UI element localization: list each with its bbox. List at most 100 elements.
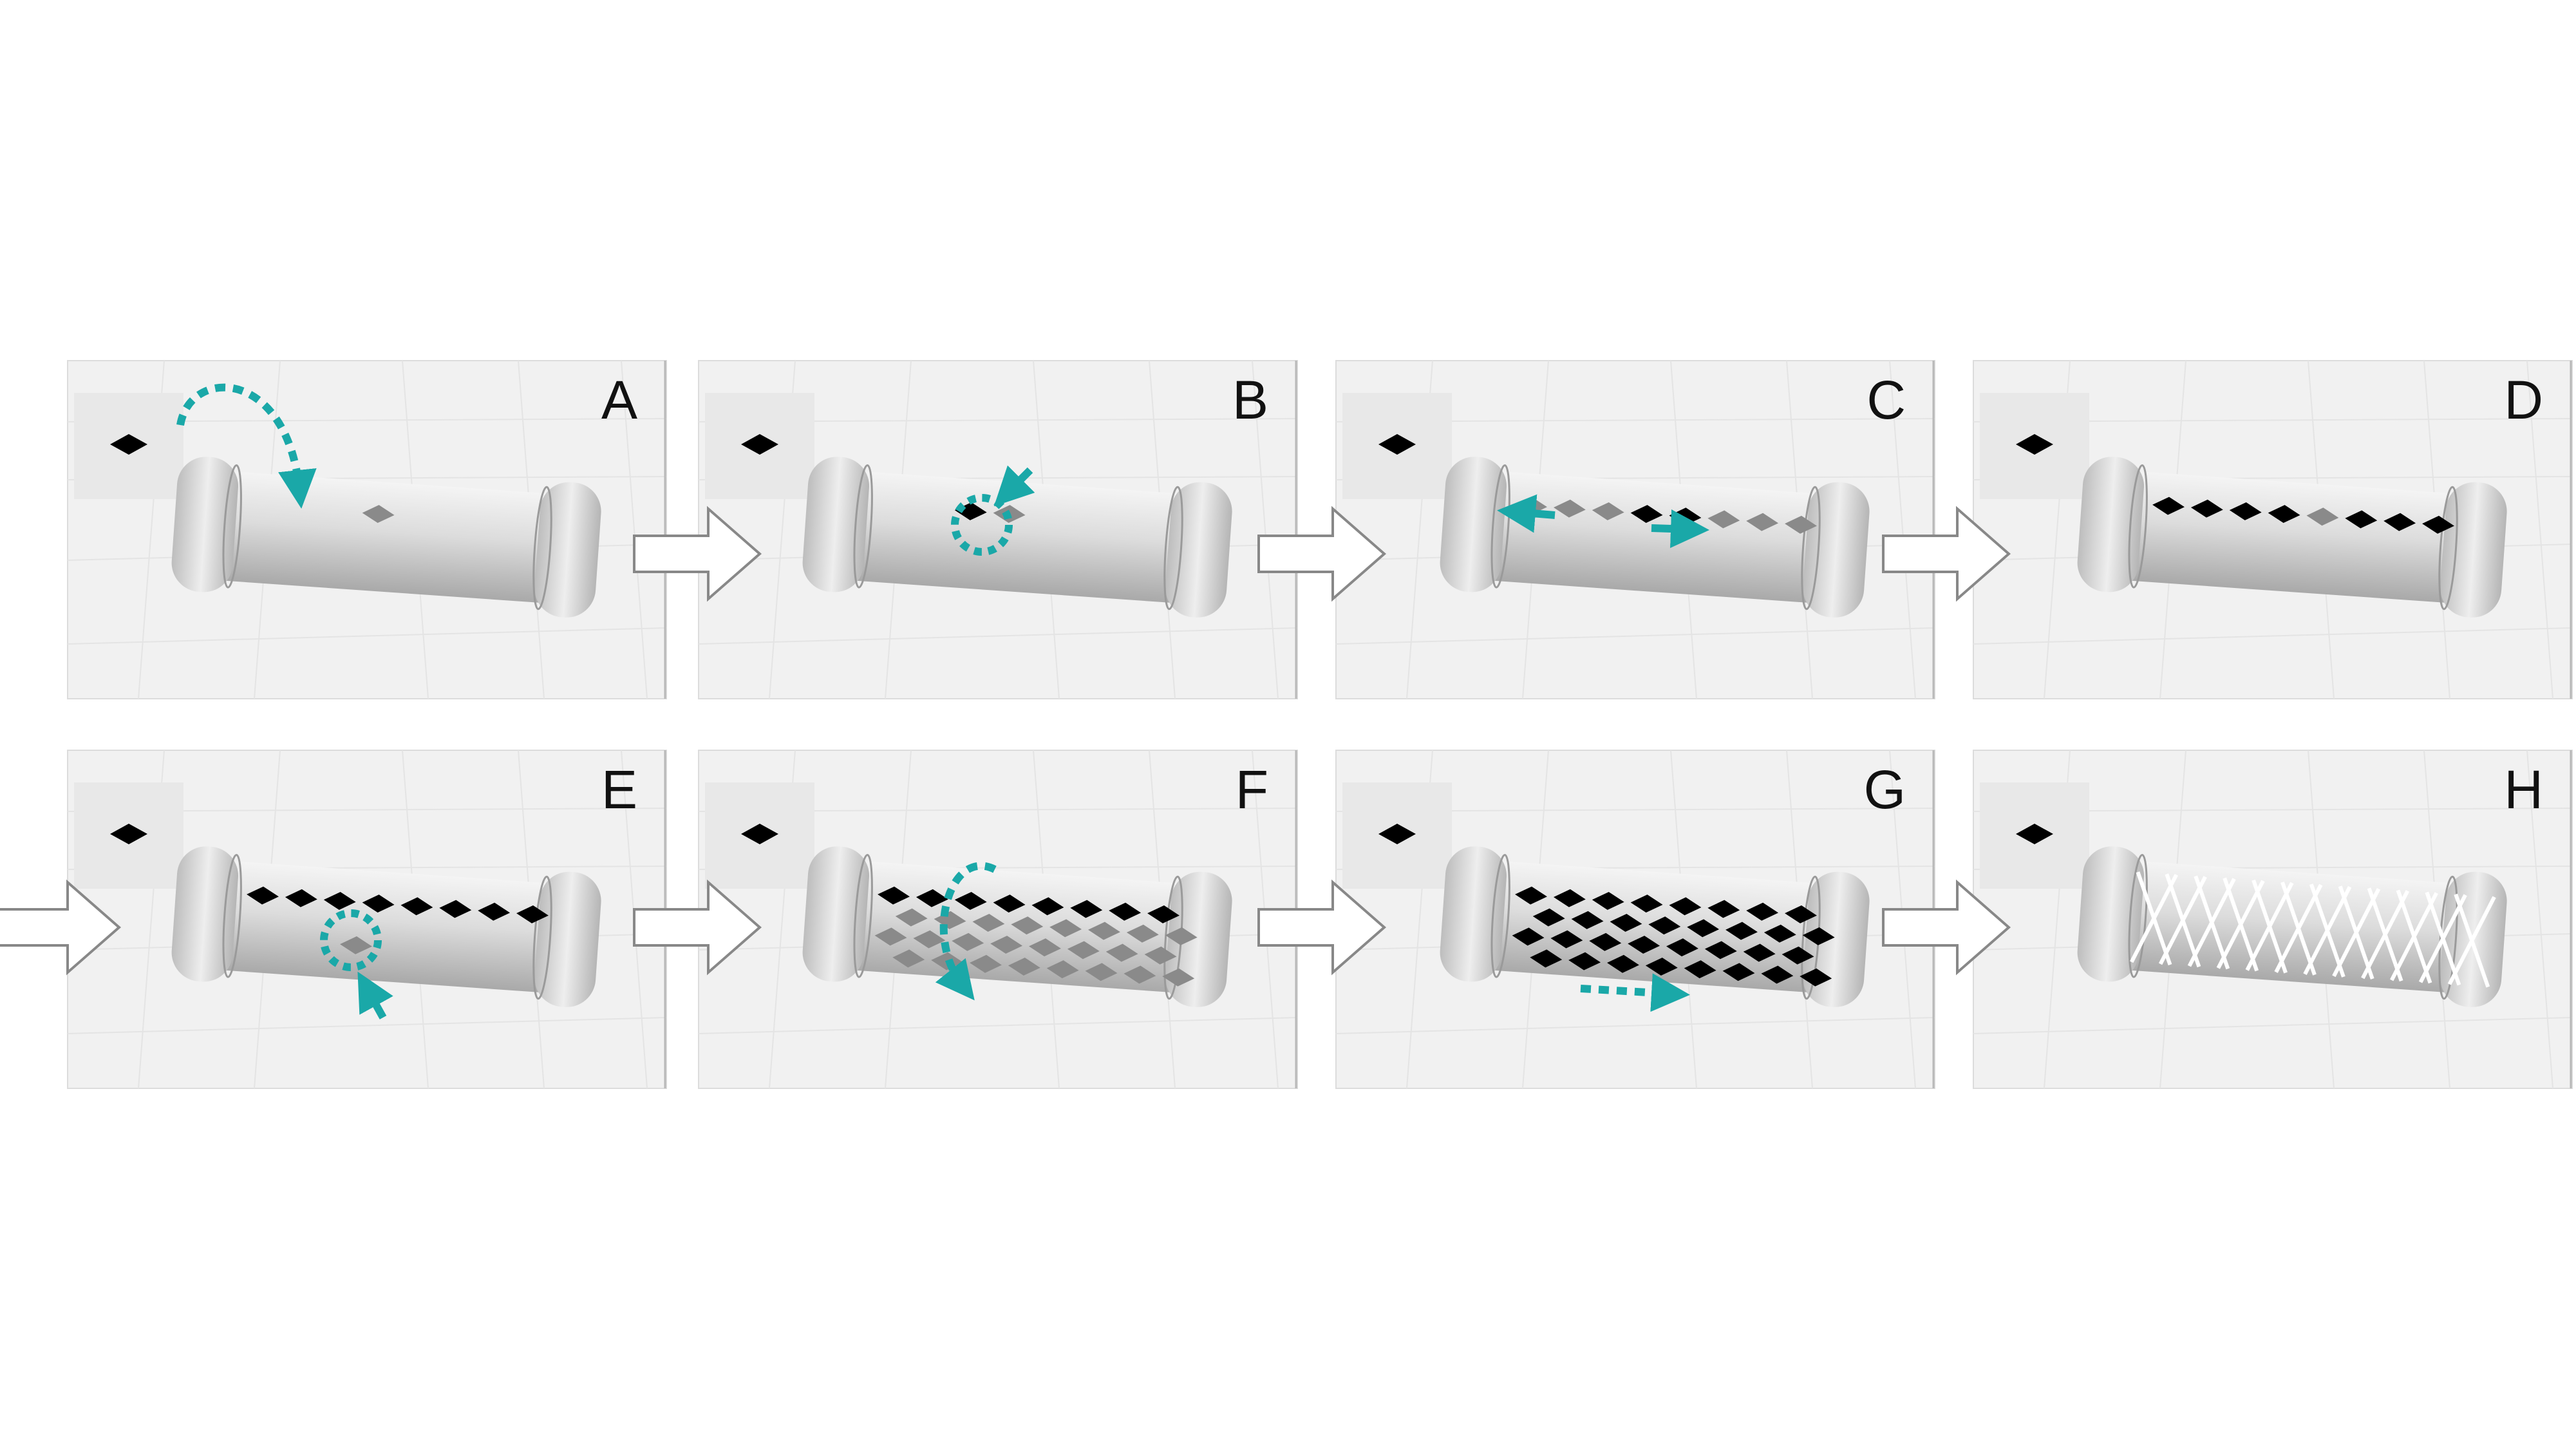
step-label: A bbox=[601, 370, 637, 430]
pattern-cell bbox=[1512, 927, 1545, 946]
highlight-circle-icon bbox=[951, 494, 1013, 556]
pattern-cell bbox=[1746, 513, 1779, 531]
pattern-cell bbox=[1687, 919, 1720, 938]
pattern-cell bbox=[993, 895, 1026, 913]
pointer-arrow-icon bbox=[993, 465, 1035, 507]
pattern-cell bbox=[1105, 943, 1138, 962]
annotation-rotate-arrow bbox=[935, 862, 997, 1001]
diamond-icon bbox=[2016, 824, 2053, 844]
right-arrow-icon bbox=[1882, 879, 2011, 976]
pattern-cell bbox=[1802, 927, 1835, 945]
lattice-strands bbox=[2130, 871, 2496, 988]
cylinder-left-rim bbox=[853, 854, 873, 978]
pattern-cell bbox=[1070, 900, 1103, 918]
pattern-cell bbox=[1648, 916, 1681, 935]
step-panel-g: G bbox=[1335, 750, 1935, 1089]
annotation-dotted-circle-top bbox=[951, 465, 1035, 556]
cylinder-left-rim bbox=[2128, 854, 2148, 978]
pattern-cell bbox=[895, 908, 928, 927]
rotate-arrow-icon bbox=[935, 862, 997, 1001]
cylinder-left-rim bbox=[222, 464, 242, 589]
pattern-cell bbox=[2345, 510, 2378, 529]
pattern-cell bbox=[1785, 515, 1817, 534]
pattern-cell bbox=[1782, 946, 1814, 965]
pattern-cell bbox=[1684, 960, 1716, 979]
cylinder-left-cap bbox=[2077, 846, 2144, 982]
pattern-cell bbox=[1126, 924, 1159, 943]
pattern-cell bbox=[1085, 963, 1118, 981]
pattern-cell bbox=[1123, 965, 1156, 984]
pattern-cell bbox=[400, 897, 433, 916]
pattern-cell bbox=[1515, 886, 1547, 905]
pattern-cell bbox=[1046, 960, 1079, 979]
cylinder-right-rim bbox=[532, 486, 552, 611]
pattern-cell bbox=[323, 891, 356, 910]
pattern-cell bbox=[1144, 946, 1177, 965]
pattern-cell bbox=[1592, 891, 1624, 910]
pattern bbox=[1512, 886, 1835, 987]
diamond-icon bbox=[110, 434, 147, 455]
annotation-dotted-circle-bottom bbox=[320, 909, 393, 1019]
pattern-cell bbox=[1162, 968, 1195, 987]
diamond-icon bbox=[741, 824, 778, 844]
curved-arrow-icon bbox=[176, 383, 317, 509]
cylinder-left-rim bbox=[1490, 854, 1510, 978]
pattern-cell bbox=[2268, 505, 2300, 524]
pattern-cell bbox=[2422, 515, 2454, 534]
pattern-cell bbox=[916, 889, 948, 907]
pattern-cell bbox=[1707, 900, 1740, 918]
pattern-cell bbox=[1746, 902, 1779, 921]
pattern-cell bbox=[439, 900, 472, 918]
cylinder-model bbox=[802, 846, 1232, 1007]
pattern-cell bbox=[2152, 497, 2185, 515]
pattern-cell bbox=[878, 886, 910, 905]
right-arrow-icon bbox=[1651, 509, 1709, 548]
pattern-cell bbox=[1761, 965, 1794, 984]
pattern-cell bbox=[1666, 938, 1698, 957]
diamond-icon bbox=[1378, 824, 1416, 844]
pattern-cell bbox=[1165, 927, 1198, 945]
step-panel-c: C bbox=[1335, 360, 1935, 699]
pattern bbox=[247, 886, 549, 954]
annotation-curved-arrow bbox=[176, 383, 317, 509]
pattern-cell bbox=[1630, 895, 1663, 913]
right-arrow-icon bbox=[633, 879, 762, 976]
pattern-cell bbox=[1550, 930, 1583, 949]
pattern-cell bbox=[913, 930, 946, 949]
pattern-cell bbox=[1763, 924, 1796, 943]
cylinder-left-rim bbox=[853, 464, 873, 589]
pattern bbox=[362, 505, 395, 524]
pattern-cell bbox=[1109, 902, 1142, 921]
pattern-cell bbox=[1008, 957, 1040, 976]
pattern-cell bbox=[478, 902, 511, 921]
right-arrow-icon bbox=[633, 506, 762, 602]
pattern-cell bbox=[362, 505, 395, 524]
step-label: F bbox=[1236, 759, 1268, 820]
diamond-icon bbox=[110, 824, 147, 844]
step-panel-e: E bbox=[67, 750, 667, 1089]
highlight-circle-icon bbox=[320, 909, 382, 971]
cylinder-left-cap bbox=[1440, 846, 1507, 982]
cylinder-model bbox=[2077, 457, 2507, 618]
step-label: C bbox=[1866, 370, 1906, 430]
cylinder-left-cap bbox=[171, 846, 238, 982]
pattern-cell bbox=[1553, 889, 1586, 907]
pattern-cell bbox=[516, 905, 549, 923]
pattern-cell bbox=[2190, 499, 2223, 518]
pattern-cell bbox=[1029, 938, 1061, 957]
pattern-cell bbox=[1011, 916, 1044, 935]
pattern-cell bbox=[1722, 963, 1755, 981]
left-arrow-icon bbox=[1497, 494, 1556, 533]
pattern-cell bbox=[1568, 952, 1601, 971]
pattern-cell bbox=[1645, 957, 1678, 976]
step-label: H bbox=[2504, 759, 2543, 820]
cylinder-model bbox=[1440, 457, 1870, 618]
step-panel-d: D bbox=[1973, 360, 2573, 699]
pattern-cell bbox=[1743, 943, 1776, 962]
cylinder-left-cap bbox=[1440, 457, 1507, 592]
cylinder-left-cap bbox=[802, 846, 869, 982]
pattern-cell bbox=[874, 927, 907, 946]
pattern bbox=[2130, 871, 2496, 988]
diamond-icon bbox=[741, 434, 778, 455]
